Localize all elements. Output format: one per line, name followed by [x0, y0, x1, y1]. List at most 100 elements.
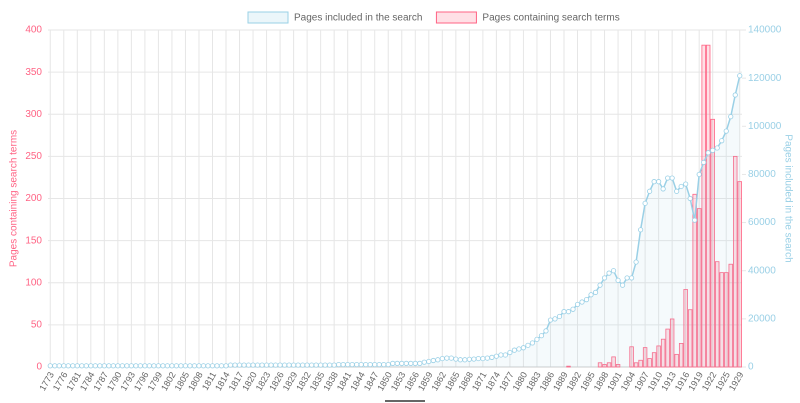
line-point	[421, 359, 427, 365]
y-tick-label: 350	[25, 67, 42, 78]
line-point	[245, 362, 252, 368]
legend-swatch	[435, 11, 477, 24]
bar	[715, 261, 720, 368]
line-point	[227, 362, 234, 368]
line-point	[615, 277, 621, 283]
bar	[678, 343, 684, 368]
line-point	[223, 363, 229, 369]
line-point	[412, 360, 418, 366]
line-point	[160, 363, 166, 369]
line-point	[417, 360, 423, 366]
line-point	[295, 362, 301, 368]
line-point	[710, 147, 716, 153]
line-point	[124, 363, 130, 369]
bar	[719, 272, 724, 368]
line-point	[692, 217, 698, 223]
y2-tick-label: 60000	[748, 217, 776, 228]
bar	[701, 44, 706, 368]
line-point	[119, 363, 125, 369]
line-point	[191, 363, 198, 369]
bar	[728, 263, 733, 368]
line-point	[552, 316, 558, 322]
line-point	[313, 362, 319, 368]
line-point	[83, 363, 89, 369]
line-point	[381, 361, 387, 368]
bar	[606, 362, 612, 368]
line-point	[304, 362, 310, 368]
line-point	[327, 362, 333, 368]
line-point	[701, 159, 707, 165]
bar	[660, 338, 666, 368]
legend-label: Pages included in the search	[294, 13, 422, 24]
line-point	[714, 145, 720, 151]
line-point	[660, 186, 666, 192]
line-point	[534, 336, 540, 342]
line-point	[462, 357, 468, 363]
line-point	[65, 363, 71, 369]
line-point	[543, 328, 549, 334]
line-point	[565, 309, 572, 315]
line-point	[435, 357, 441, 363]
line-point	[214, 363, 220, 369]
line-point	[502, 352, 509, 358]
line-point	[606, 270, 612, 276]
bar	[642, 347, 648, 368]
y-tick-label: 150	[25, 235, 42, 246]
line-point	[259, 362, 265, 368]
line-point	[737, 73, 743, 79]
y2-tick-label: 120000	[748, 73, 782, 84]
line-point	[597, 282, 603, 288]
line-point	[642, 200, 648, 206]
line-point	[385, 361, 391, 368]
line-point	[115, 363, 121, 369]
line-point	[444, 355, 450, 361]
line-point	[178, 363, 184, 369]
line-point	[696, 171, 702, 178]
line-point	[363, 361, 369, 368]
line-point	[493, 353, 499, 359]
bar	[602, 364, 607, 368]
bar	[597, 362, 603, 368]
line-point	[358, 361, 364, 368]
line-point	[439, 355, 445, 362]
line-point	[164, 363, 171, 369]
line-point	[349, 361, 355, 368]
line-point	[241, 362, 247, 368]
line-point	[638, 227, 644, 233]
bar	[611, 356, 616, 368]
line-point	[529, 340, 536, 346]
line-point	[466, 356, 472, 362]
line-point	[318, 362, 324, 368]
line-point	[142, 363, 148, 369]
line-point	[137, 363, 143, 369]
line-point	[106, 363, 112, 369]
y-tick-label: 50	[31, 320, 43, 331]
bar	[566, 365, 571, 368]
bar	[629, 346, 634, 368]
line-point	[728, 114, 734, 120]
line-point	[457, 357, 463, 363]
line-point	[182, 363, 189, 369]
legend-label: Pages containing search terms	[482, 13, 619, 24]
bar	[647, 358, 652, 368]
y2-tick-label: 20000	[748, 313, 776, 324]
bar	[669, 318, 675, 368]
line-point	[272, 362, 279, 368]
line-point	[475, 355, 481, 362]
line-point	[187, 363, 193, 369]
bar	[651, 352, 657, 368]
line-point	[286, 362, 292, 368]
line-point	[218, 363, 225, 369]
line-point	[619, 282, 626, 288]
y2-tick-label: 0	[748, 362, 754, 373]
line-point	[403, 360, 409, 366]
line-point	[281, 362, 288, 368]
y-tick-label: 0	[36, 362, 42, 373]
line-point	[674, 188, 680, 194]
legend-swatch	[247, 11, 289, 24]
y2-tick-label: 80000	[748, 169, 776, 180]
y-tick-label: 400	[25, 25, 42, 36]
line-point	[291, 362, 297, 368]
line-point	[205, 363, 211, 369]
line-point	[484, 355, 490, 361]
